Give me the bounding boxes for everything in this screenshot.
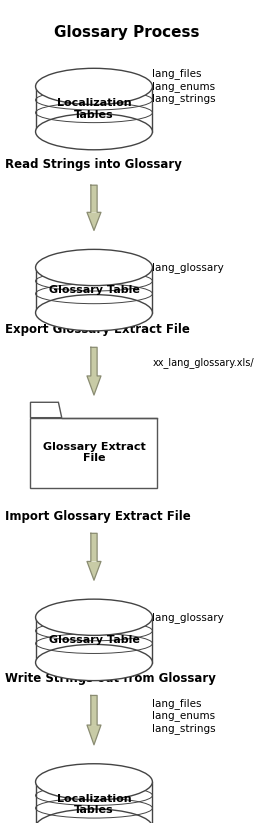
Text: lang_files
lang_enums
lang_strings: lang_files lang_enums lang_strings [152, 68, 216, 105]
Polygon shape [87, 561, 101, 580]
Text: Glossary Table: Glossary Table [49, 285, 139, 295]
Polygon shape [91, 533, 97, 561]
Ellipse shape [36, 809, 152, 823]
Text: lang_glossary: lang_glossary [152, 611, 224, 623]
Text: Write Strings out from Glossary: Write Strings out from Glossary [5, 672, 216, 686]
Text: Glossary Process: Glossary Process [54, 25, 200, 40]
FancyBboxPatch shape [36, 267, 152, 313]
Text: lang_files
lang_enums
lang_strings: lang_files lang_enums lang_strings [152, 698, 216, 734]
Text: xx_lang_glossary.xls/csv: xx_lang_glossary.xls/csv [152, 356, 254, 368]
FancyBboxPatch shape [36, 86, 152, 132]
Ellipse shape [36, 764, 152, 800]
Polygon shape [91, 347, 97, 376]
Text: Glossary Table: Glossary Table [49, 635, 139, 645]
Ellipse shape [36, 295, 152, 331]
Polygon shape [87, 376, 101, 395]
Ellipse shape [36, 68, 152, 105]
Polygon shape [30, 418, 157, 487]
Ellipse shape [36, 114, 152, 150]
Polygon shape [30, 402, 62, 418]
Text: Export Glossary Extract File: Export Glossary Extract File [5, 323, 190, 336]
Text: Import Glossary Extract File: Import Glossary Extract File [5, 509, 191, 523]
Text: Read Strings into Glossary: Read Strings into Glossary [5, 158, 182, 171]
FancyBboxPatch shape [36, 617, 152, 663]
Ellipse shape [36, 249, 152, 286]
FancyBboxPatch shape [36, 782, 152, 823]
Polygon shape [91, 185, 97, 212]
Ellipse shape [36, 599, 152, 635]
Text: lang_glossary: lang_glossary [152, 262, 224, 273]
Ellipse shape [36, 644, 152, 681]
Polygon shape [91, 695, 97, 725]
Text: Localization
Tables: Localization Tables [57, 793, 131, 816]
Polygon shape [87, 212, 101, 230]
Polygon shape [87, 725, 101, 745]
Text: Glossary Extract
File: Glossary Extract File [43, 442, 145, 463]
Text: Localization
Tables: Localization Tables [57, 98, 131, 120]
